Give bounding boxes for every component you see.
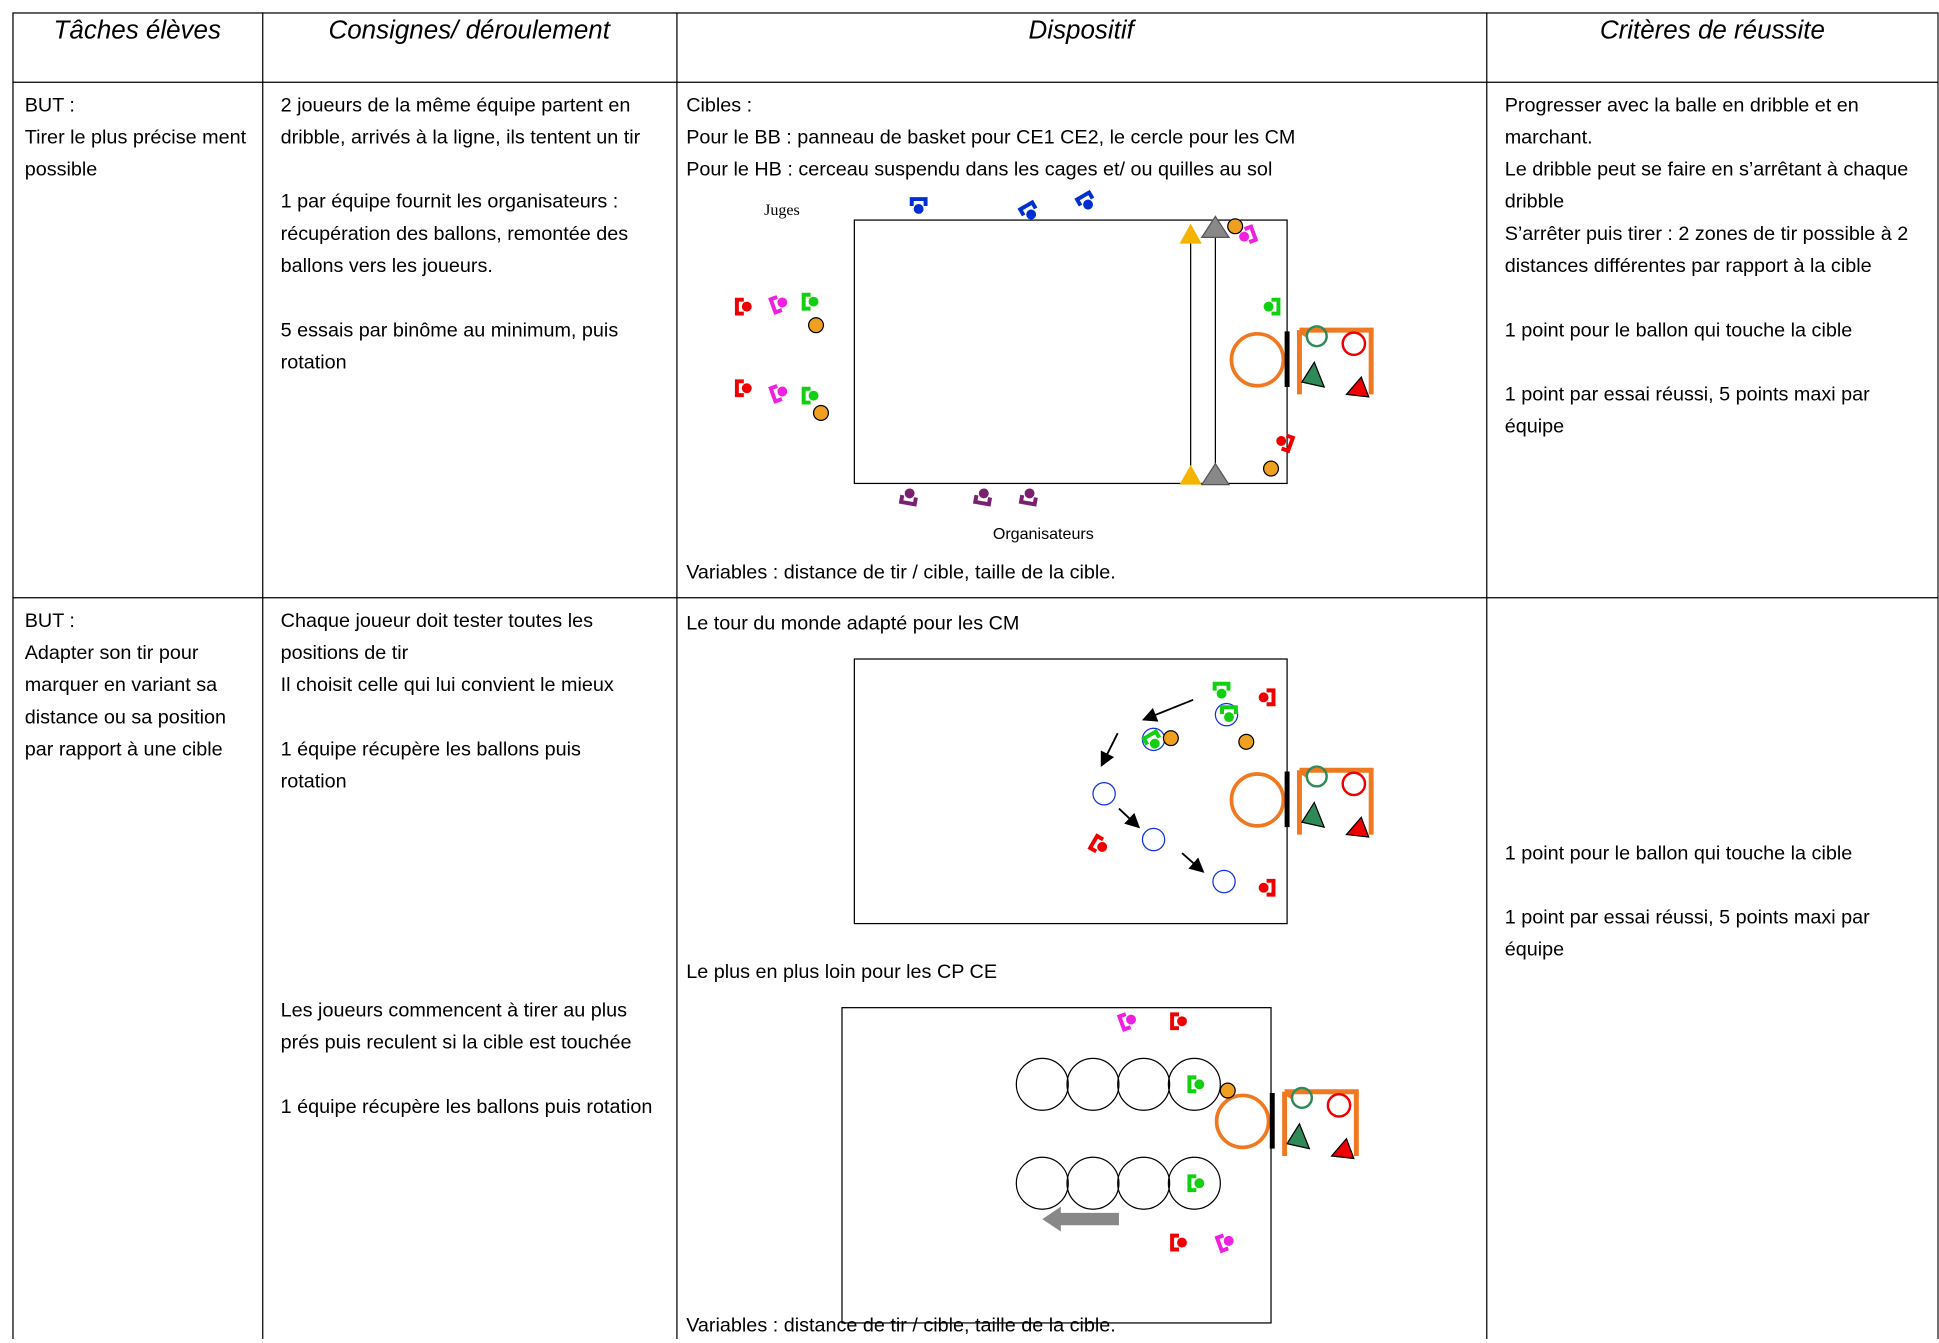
text-block: Progresser avec la balle en dribble et e… <box>1505 90 1925 476</box>
text-line: Le tour du monde adapté pour les CM <box>686 613 1020 635</box>
text-line: Cibles : <box>686 95 753 117</box>
text-block: BUT : Adapter son tir pour marquer en var… <box>25 606 254 767</box>
text-line: 1 par équipe fournit les organisateurs :… <box>280 191 629 277</box>
text-line: 1 point pour le ballon qui touche la cib… <box>1504 843 1853 865</box>
text-line: Le plus en plus loin pour les CP CE <box>686 961 998 983</box>
header-cell: Critères de réussite <box>1599 16 1825 45</box>
text-block: 1 point pour le ballon qui touche la cib… <box>1505 838 1913 999</box>
text-line: Adapter son tir pour marquer en variant … <box>24 642 226 761</box>
diagram-3 <box>841 1007 1356 1324</box>
text-line: Variables : distance de tir / cible, tai… <box>686 562 1116 584</box>
text-line: 1 point par essai réussi, 5 points maxi … <box>1504 384 1870 438</box>
text-line: Il choisit celle qui lui convient le mie… <box>280 675 614 697</box>
text-block: BUT : Tirer le plus précise ment possible <box>25 90 254 186</box>
text-line: 5 essais par binôme au minimum, puis rot… <box>280 320 619 374</box>
header-cell: Dispositif <box>1028 16 1134 45</box>
header-cell: Tâches élèves <box>53 16 221 45</box>
text-block: Cibles : Pour le BB : panneau de basket p… <box>686 90 1477 186</box>
paragraph: 1 par équipe fournit les organisateurs :… <box>281 187 667 283</box>
paragraph: 1 point pour le ballon qui touche la cib… <box>1505 315 1925 347</box>
paragraph: Chaque joueur doit tester toutes les pos… <box>281 606 652 702</box>
paragraph: Progresser avec la balle en dribble et e… <box>1505 90 1925 283</box>
text-line: Le dribble peut se faire en s’arrêtant à… <box>1504 159 1909 213</box>
paragraph: 1 point par essai réussi, 5 points maxi … <box>1505 903 1913 967</box>
header-cell: Consignes/ déroulement <box>328 16 610 45</box>
text-line: 1 équipe récupère les ballons puis rotat… <box>280 1096 653 1118</box>
text-line: Progresser avec la balle en dribble et e… <box>1504 95 1859 149</box>
text-block: 2 joueurs de la même équipe partent en d… <box>281 90 667 411</box>
text-line: 2 joueurs de la même équipe partent en d… <box>280 95 641 149</box>
text-line: Pour le HB : cerceau suspendu dans les c… <box>686 159 1273 181</box>
diagram-2 <box>853 658 1371 925</box>
text-line: 1 point pour le ballon qui touche la cib… <box>1504 320 1853 342</box>
text-line: Juges <box>764 200 800 219</box>
table-grid <box>12 12 1939 1340</box>
text-block: Les joueurs commencent à tirer au plus p… <box>281 995 667 1156</box>
text-line: BUT : <box>24 610 75 632</box>
text-line: Les joueurs commencent à tirer au plus p… <box>280 1000 632 1054</box>
paragraph: 1 équipe récupère les ballons puis rotat… <box>281 734 652 798</box>
text-line: Organisateurs <box>992 524 1094 543</box>
paragraph: 1 équipe récupère les ballons puis rotat… <box>281 1092 667 1124</box>
paragraph: 1 point par essai réussi, 5 points maxi … <box>1505 380 1925 444</box>
diagram-1 <box>734 189 1371 507</box>
text-line: Tirer le plus précise ment possible <box>24 127 247 181</box>
text-block: Chaque joueur doit tester toutes les pos… <box>281 606 652 831</box>
paragraph: 1 point pour le ballon qui touche la cib… <box>1505 838 1913 870</box>
text-line: Pour le BB : panneau de basket pour CE1 … <box>686 127 1296 149</box>
text-line: Variables : distance de tir / cible, tai… <box>686 1315 1116 1337</box>
paragraph: 5 essais par binôme au minimum, puis rot… <box>281 315 667 379</box>
text-line: S’arrêter puis tirer : 2 zones de tir po… <box>1504 223 1909 277</box>
paragraph: 2 joueurs de la même équipe partent en d… <box>281 90 667 154</box>
text-line: 1 équipe récupère les ballons puis rotat… <box>280 739 581 793</box>
text-line: Chaque joueur doit tester toutes les pos… <box>280 610 593 664</box>
text-line: BUT : <box>24 95 75 117</box>
paragraph: Les joueurs commencent à tirer au plus p… <box>281 995 667 1059</box>
text-line: 1 point par essai réussi, 5 points maxi … <box>1504 907 1870 961</box>
